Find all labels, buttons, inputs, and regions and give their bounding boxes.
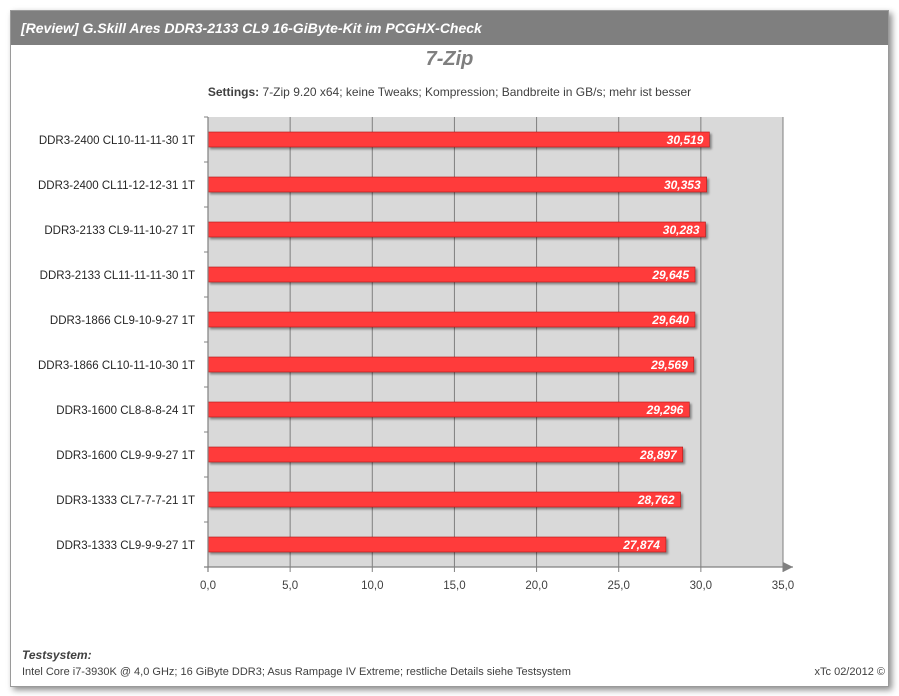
x-tick-label: 5,0 xyxy=(282,580,298,592)
category-label: DDR3-1333 CL9-9-9-27 1T xyxy=(56,540,195,552)
bar xyxy=(207,536,667,553)
category-label: DDR3-1866 CL10-11-10-30 1T xyxy=(38,360,195,372)
header-title: [Review] G.Skill Ares DDR3-2133 CL9 16-G… xyxy=(11,11,888,45)
bar xyxy=(207,401,690,418)
category-label: DDR3-1866 CL9-10-9-27 1T xyxy=(50,315,195,327)
footer-title: Testsystem: xyxy=(22,648,92,662)
bar-value-label: 29,645 xyxy=(651,268,689,282)
x-tick-label: 30,0 xyxy=(690,580,712,592)
footer-text: Intel Core i7-3930K @ 4,0 GHz; 16 GiByte… xyxy=(22,666,571,678)
category-label: DDR3-2133 CL11-11-11-30 1T xyxy=(40,270,195,282)
bar-value-label: 29,569 xyxy=(650,358,688,372)
bar xyxy=(207,356,695,373)
bar xyxy=(207,266,696,283)
footer-credit: xTc 02/2012 © xyxy=(814,666,885,678)
category-label: DDR3-2133 CL9-11-10-27 1T xyxy=(44,225,195,237)
bar-value-label: 29,640 xyxy=(651,313,689,327)
category-label: DDR3-1600 CL8-8-8-24 1T xyxy=(56,405,195,417)
x-tick-label: 0,0 xyxy=(200,580,216,592)
subtitle-label: Settings: xyxy=(207,85,260,99)
bar-value-label: 27,874 xyxy=(622,538,660,552)
bar xyxy=(207,221,706,238)
chart-subtitle: Settings: 7-Zip 9.20 x64; keine Tweaks; … xyxy=(0,85,899,99)
category-label: DDR3-1333 CL7-7-7-21 1T xyxy=(56,495,195,507)
bar xyxy=(207,311,696,328)
bar xyxy=(207,131,710,148)
bar-value-label: 30,519 xyxy=(667,133,704,147)
bar-value-label: 29,296 xyxy=(646,403,684,417)
bar xyxy=(207,446,684,463)
x-tick-label: 15,0 xyxy=(443,580,465,592)
bar xyxy=(207,176,707,193)
subtitle-text: 7-Zip 9.20 x64; keine Tweaks; Kompressio… xyxy=(262,85,692,99)
bar-value-label: 30,353 xyxy=(664,178,701,192)
bar-value-label: 30,283 xyxy=(663,223,700,237)
x-tick-label: 35,0 xyxy=(772,580,794,592)
bar xyxy=(207,491,681,508)
bar-value-label: 28,897 xyxy=(639,448,678,462)
x-tick-label: 10,0 xyxy=(361,580,383,592)
category-label: DDR3-1600 CL9-9-9-27 1T xyxy=(56,450,195,462)
x-tick-label: 25,0 xyxy=(608,580,630,592)
chart-title: 7-Zip xyxy=(425,48,474,70)
x-tick-label: 20,0 xyxy=(525,580,547,592)
category-label: DDR3-2400 CL11-12-12-31 1T xyxy=(38,180,195,192)
category-label: DDR3-2400 CL10-11-11-30 1T xyxy=(39,135,195,147)
bar-value-label: 28,762 xyxy=(637,493,675,507)
